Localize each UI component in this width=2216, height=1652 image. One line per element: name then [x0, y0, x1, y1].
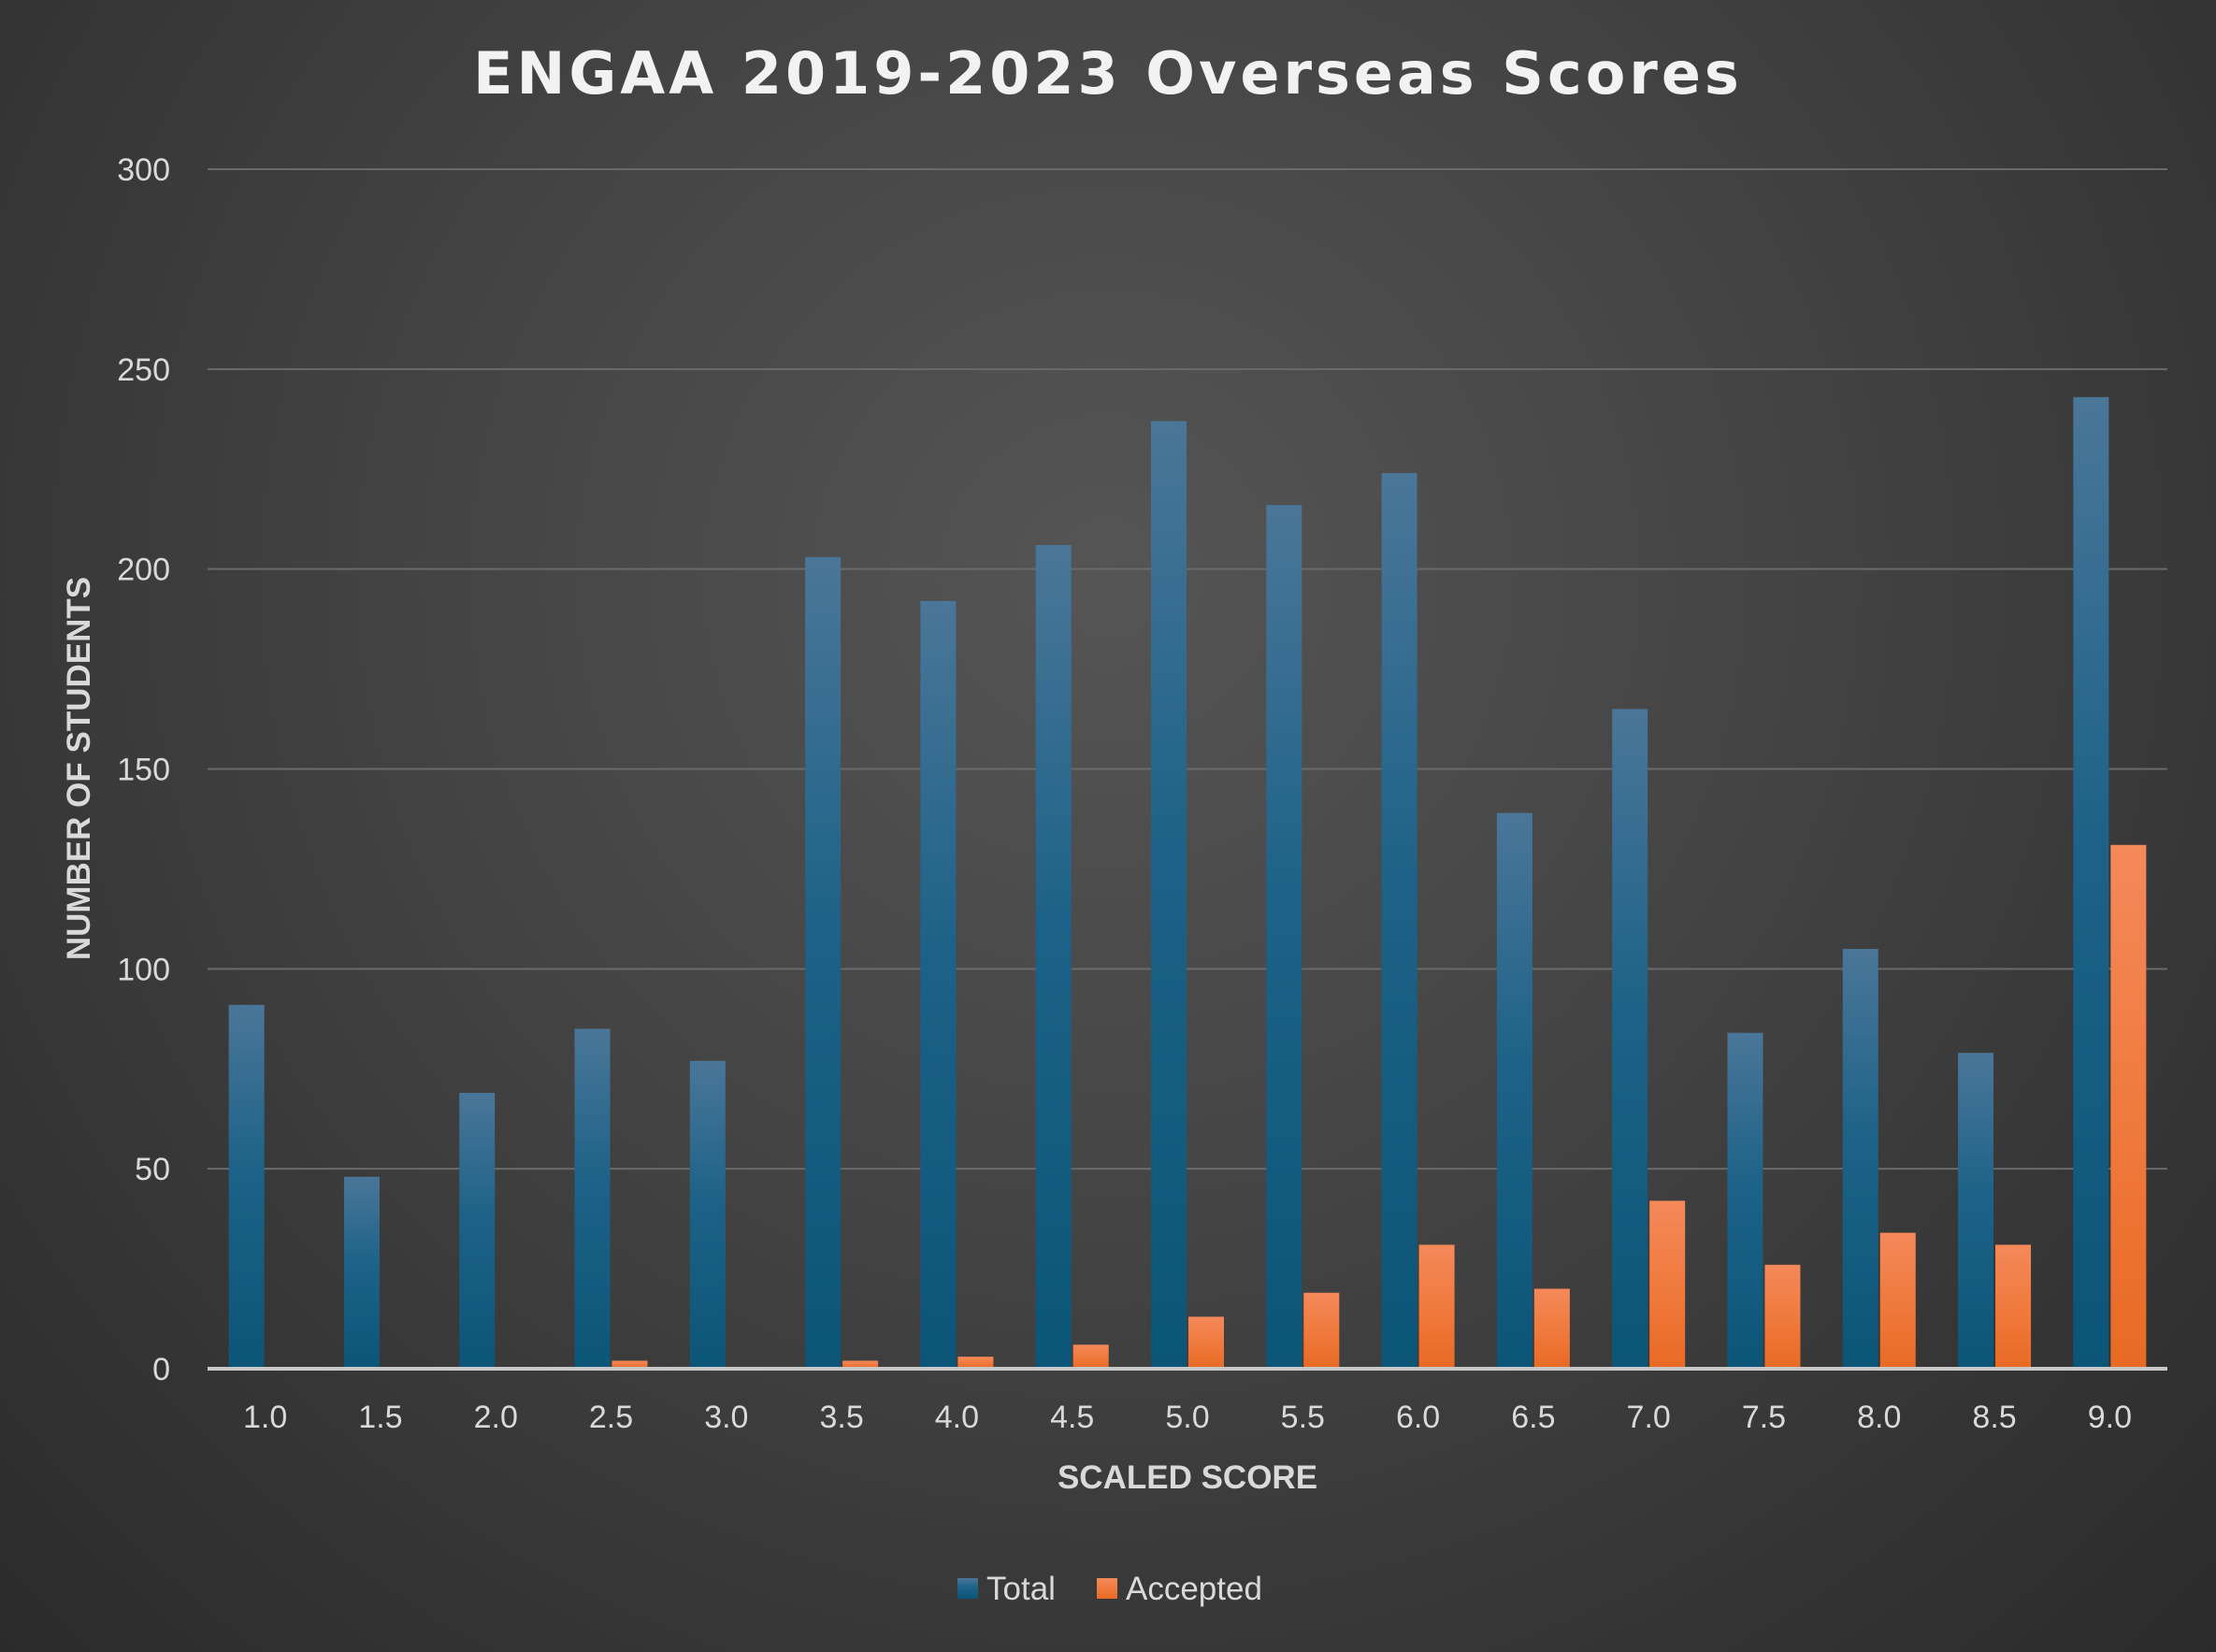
bar-accepted-9.0	[2110, 844, 2147, 1369]
y-tick-label: 300	[117, 152, 170, 188]
bar-total-8.0	[1842, 948, 1878, 1369]
bar-total-3.0	[689, 1060, 726, 1369]
chart-title: ENGAA 2019-2023 Overseas Scores	[473, 39, 1743, 108]
bar-total-7.0	[1612, 709, 1648, 1369]
bar-total-4.0	[920, 600, 957, 1369]
x-tick-label: 5.5	[1281, 1400, 1325, 1435]
bars	[228, 396, 2147, 1369]
bar-accepted-6.5	[1533, 1288, 1570, 1369]
bar-accepted-5.5	[1303, 1292, 1340, 1369]
bar-total-2.5	[574, 1028, 611, 1369]
x-tick-label: 3.0	[704, 1400, 748, 1435]
bar-accepted-4.5	[1072, 1344, 1109, 1369]
x-tick-label: 6.0	[1396, 1400, 1440, 1435]
bar-total-2.0	[459, 1092, 496, 1369]
x-tick-label: 1.5	[358, 1400, 402, 1435]
bar-total-8.5	[1958, 1053, 1994, 1369]
x-tick-label: 8.5	[1972, 1400, 2016, 1435]
x-tick-label: 5.0	[1165, 1400, 1209, 1435]
legend-label-accepted: Accepted	[1126, 1571, 1262, 1607]
bar-accepted-7.0	[1649, 1200, 1686, 1369]
bar-accepted-8.5	[1995, 1244, 2032, 1369]
x-tick-label: 7.5	[1742, 1400, 1786, 1435]
y-axis-title: NUMBER OF STUDENTS	[61, 577, 97, 960]
legend-swatch-accepted	[1097, 1578, 1117, 1599]
bar-accepted-3.5	[842, 1360, 879, 1369]
legend-swatch-total	[957, 1578, 978, 1599]
x-tick-label: 8.0	[1857, 1400, 1901, 1435]
bar-accepted-8.0	[1879, 1232, 1916, 1369]
bar-accepted-6.0	[1418, 1244, 1455, 1369]
bar-accepted-4.0	[957, 1357, 994, 1369]
legend: Total Accepted	[957, 1571, 1262, 1607]
y-tick-label: 250	[117, 352, 170, 388]
y-tick-label: 100	[117, 952, 170, 987]
x-tick-label: 9.0	[2088, 1400, 2132, 1435]
x-tick-label: 7.0	[1627, 1400, 1671, 1435]
bar-total-5.5	[1266, 505, 1302, 1369]
x-tick-label: 2.0	[474, 1400, 518, 1435]
x-axis-title: SCALED SCORE	[1058, 1459, 1317, 1496]
bar-total-1.0	[228, 1004, 265, 1369]
bar-total-7.5	[1727, 1032, 1763, 1369]
x-axis-ticks: 1.0 1.5 2.0 2.5 3.0 3.5 4.0 4.5 5.0 5.5 6.0 6.5 7.0 7…	[243, 1400, 2132, 1435]
y-tick-label: 150	[117, 753, 170, 788]
y-tick-label: 200	[117, 553, 170, 588]
x-tick-label: 6.5	[1511, 1400, 1555, 1435]
bar-accepted-7.5	[1764, 1264, 1801, 1369]
bar-accepted-2.5	[612, 1360, 648, 1369]
y-axis-ticks: 0 50 100 150 200 250 300	[117, 152, 170, 1387]
bar-total-3.5	[805, 556, 842, 1369]
bar-total-6.5	[1496, 812, 1532, 1369]
bar-total-6.0	[1381, 473, 1417, 1369]
x-tick-label: 2.5	[589, 1400, 633, 1435]
bar-accepted-5.0	[1188, 1316, 1224, 1369]
bar-total-1.5	[343, 1176, 380, 1369]
y-tick-label: 0	[152, 1352, 170, 1387]
bar-total-9.0	[2073, 396, 2109, 1369]
bar-total-4.5	[1035, 545, 1072, 1369]
gridlines	[208, 168, 2167, 1171]
bar-total-5.0	[1151, 421, 1187, 1369]
x-tick-label: 3.5	[819, 1400, 863, 1435]
y-tick-label: 50	[135, 1152, 170, 1187]
x-tick-label: 1.0	[243, 1400, 287, 1435]
legend-label-total: Total	[986, 1571, 1056, 1607]
x-tick-label: 4.0	[935, 1400, 979, 1435]
x-tick-label: 4.5	[1050, 1400, 1094, 1435]
